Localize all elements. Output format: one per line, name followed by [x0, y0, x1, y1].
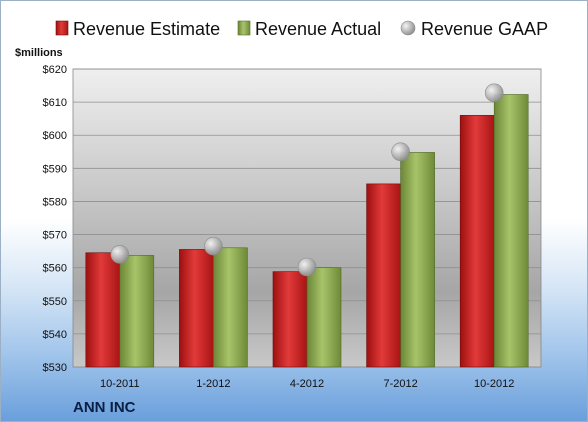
bar-revenue-estimate: [85, 252, 121, 368]
bar-revenue-actual: [306, 267, 342, 368]
marker-revenue-gaap: [204, 236, 223, 256]
x-tick-label: 1-2012: [196, 378, 230, 390]
y-tick-label: $560: [43, 263, 67, 275]
y-tick-label: $550: [43, 296, 67, 308]
company-name: ANN INC: [73, 399, 136, 416]
legend-swatch-gaap: [400, 20, 416, 36]
bars: [85, 94, 529, 368]
bar-revenue-estimate: [459, 115, 495, 368]
legend: Revenue Estimate Revenue Actual Revenue …: [55, 19, 548, 39]
gaap-markers: [110, 83, 504, 277]
legend-swatch-actual: [237, 20, 251, 36]
x-tick-label: 4-2012: [290, 378, 324, 390]
y-tick-label: $540: [43, 329, 67, 341]
bar-revenue-estimate: [366, 183, 401, 368]
y-tick-label: $590: [43, 163, 67, 175]
x-tick-label: 10-2011: [100, 378, 140, 390]
y-tick-label: $610: [43, 97, 67, 109]
marker-revenue-gaap: [391, 142, 410, 162]
bar-revenue-actual: [400, 152, 435, 368]
y-axis-ticks: $530 $540 $550 $560 $570 $580 $590 $600 $610 $620: [43, 64, 67, 374]
bar-revenue-estimate: [272, 271, 308, 368]
bar-revenue-estimate: [179, 249, 214, 368]
legend-label-gaap: Revenue GAAP: [421, 19, 548, 39]
x-tick-label: 10-2012: [474, 378, 514, 390]
legend-label-estimate: Revenue Estimate: [73, 19, 220, 39]
x-axis-ticks: 10-2011 1-2012 4-2012 7-2012 10-2012: [100, 378, 514, 390]
legend-swatch-estimate: [55, 20, 69, 36]
y-tick-label: $600: [43, 130, 67, 142]
bar-revenue-actual: [119, 255, 155, 368]
bar-revenue-actual: [213, 247, 248, 368]
y-tick-label: $580: [43, 196, 67, 208]
y-tick-label: $620: [43, 64, 67, 76]
y-axis-unit-label: $millions: [15, 47, 63, 59]
y-tick-label: $530: [43, 362, 67, 374]
y-tick-label: $570: [43, 230, 67, 242]
x-tick-label: 7-2012: [383, 378, 417, 390]
marker-revenue-gaap: [297, 257, 317, 277]
marker-revenue-gaap: [110, 245, 130, 264]
legend-label-actual: Revenue Actual: [255, 19, 381, 39]
marker-revenue-gaap: [484, 83, 504, 103]
bar-revenue-actual: [493, 94, 529, 368]
